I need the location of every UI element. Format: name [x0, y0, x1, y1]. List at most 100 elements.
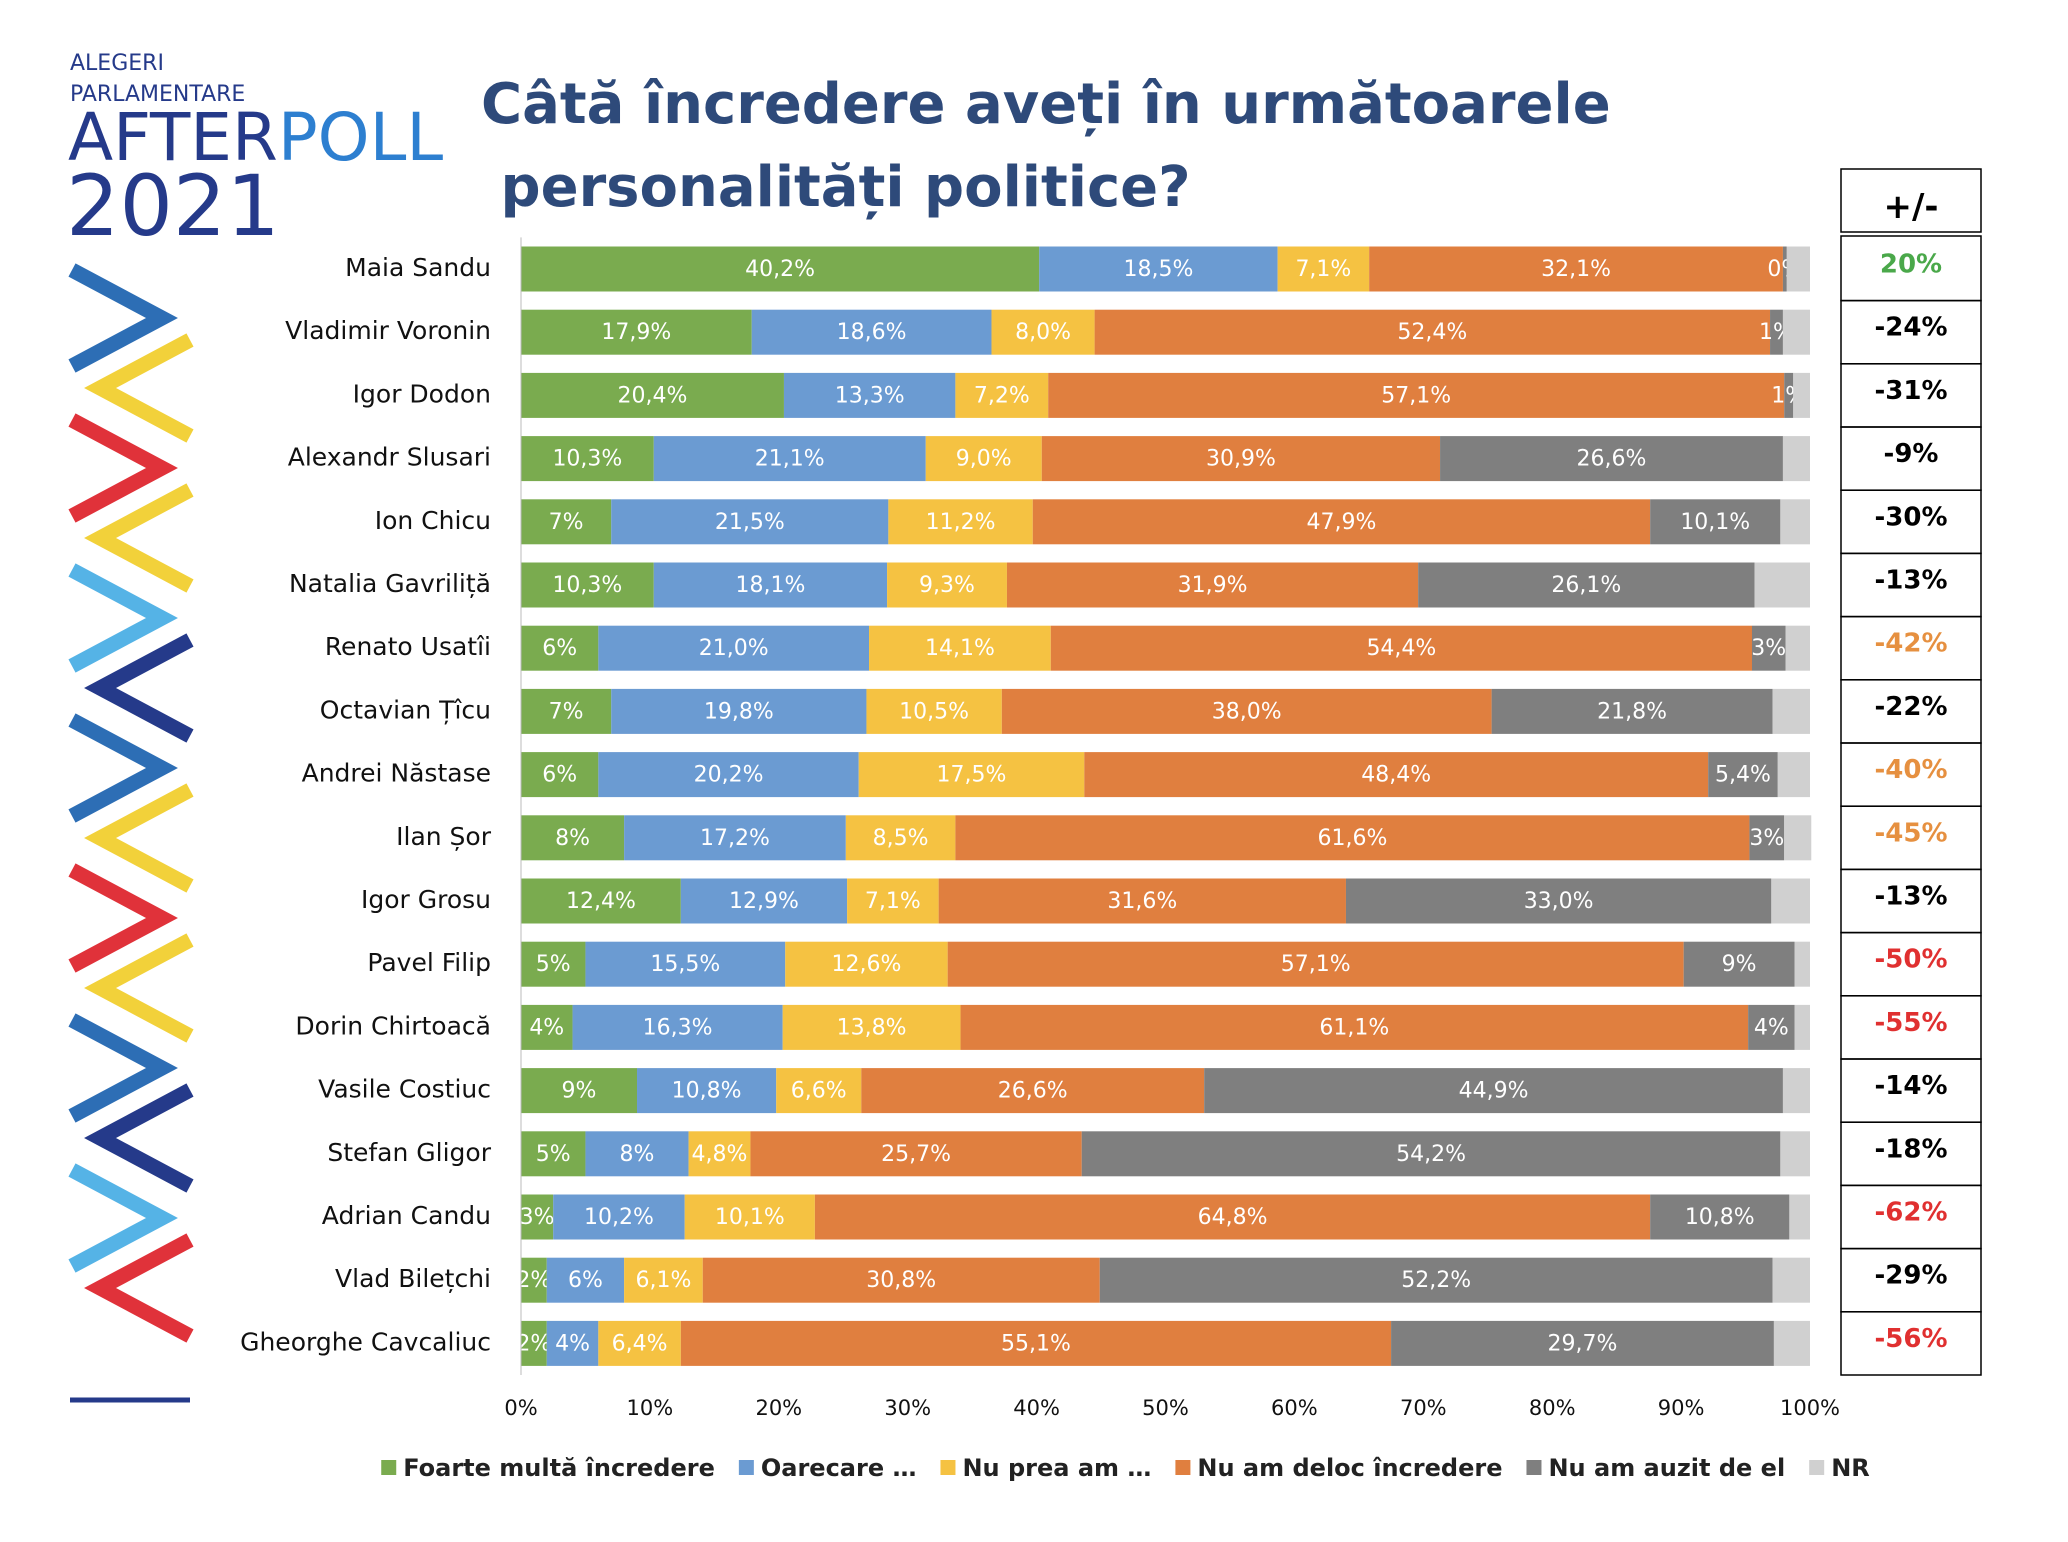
bar-segment [783, 372, 956, 418]
category-label: Vlad Bilețchi [335, 1264, 491, 1293]
value-label: 5% [536, 1142, 571, 1167]
net-value: -45% [1874, 818, 1947, 848]
bar-segment [521, 499, 612, 545]
chevron [84, 933, 194, 1043]
bar-segment [585, 941, 786, 987]
bar-segment [521, 562, 654, 608]
bar-segment [861, 1068, 1205, 1114]
bar-segment [1391, 1320, 1774, 1366]
category-label: Renato Usatîi [325, 632, 491, 661]
bar-segment [955, 815, 1750, 861]
x-tick-label: 10% [627, 1396, 674, 1420]
bar-segment [1754, 562, 1810, 608]
x-tick-label: 70% [1400, 1396, 1447, 1420]
value-label: 6,4% [612, 1331, 668, 1356]
net-value: 20% [1880, 250, 1942, 280]
chevron [84, 483, 194, 593]
value-label: 12,6% [832, 952, 902, 977]
value-label: 6% [542, 763, 577, 788]
bar-segment [680, 878, 848, 924]
legend-swatch [1809, 1460, 1825, 1475]
net-value: -31% [1874, 376, 1947, 406]
bar-segment [702, 1257, 1100, 1303]
category-label: Ilan Șor [396, 822, 492, 851]
bar-segment [546, 1257, 625, 1303]
chevron [84, 783, 194, 893]
bar-segment [521, 625, 599, 671]
chevron [68, 263, 178, 373]
category-label: Dorin Chirtoacă [295, 1011, 491, 1040]
logo-brand-after: AFTER [68, 99, 278, 176]
value-label: 61,6% [1317, 826, 1387, 851]
bar-segment [1770, 309, 1783, 355]
net-value: -13% [1874, 566, 1947, 596]
net-value: -55% [1874, 1008, 1947, 1038]
value-label: 10,2% [584, 1205, 654, 1230]
bar-segment [1708, 752, 1778, 798]
bar-segment [521, 1257, 547, 1303]
value-label: 54,4% [1366, 636, 1436, 661]
bar-segment [688, 1131, 751, 1177]
category-label: Igor Grosu [361, 885, 491, 914]
chevron [68, 1163, 178, 1273]
value-label: 3% [520, 1205, 555, 1230]
bar-segment [938, 878, 1346, 924]
value-label: 47,9% [1307, 510, 1377, 535]
net-value: -40% [1874, 755, 1947, 785]
chevron [84, 1083, 194, 1193]
value-label: 10,3% [552, 447, 622, 472]
logo-decoration [68, 263, 194, 1403]
value-label: 17,9% [601, 320, 671, 345]
bar-segment [847, 878, 939, 924]
category-label: Andrei Năstase [302, 759, 491, 788]
value-label: 6,1% [635, 1268, 691, 1293]
bar-segment [1001, 688, 1492, 734]
bar-segment [1794, 941, 1810, 987]
bar-segment [1006, 562, 1419, 608]
value-label: 4,8% [692, 1142, 748, 1167]
value-label: 17,5% [937, 763, 1007, 788]
value-label: 21,1% [755, 447, 825, 472]
value-label: 7,2% [974, 383, 1030, 408]
bar-segment [1786, 246, 1810, 292]
bar-segment [521, 1194, 554, 1240]
net-header: +/- [1883, 187, 1938, 227]
bar-segment [866, 688, 1002, 734]
bar-segment [1784, 372, 1794, 418]
bar-segment [750, 1131, 1082, 1177]
bar-segment [925, 436, 1042, 482]
net-value: -29% [1874, 1261, 1947, 1291]
value-label: 8,5% [873, 826, 929, 851]
value-label: 7% [549, 699, 584, 724]
bar-segment [1782, 1068, 1810, 1114]
value-label: 30,8% [866, 1268, 936, 1293]
bar-segment [785, 941, 948, 987]
value-label: 29,7% [1548, 1331, 1618, 1356]
bar-segment [680, 1320, 1392, 1366]
bar-segment [521, 309, 752, 355]
value-label: 21,8% [1597, 699, 1667, 724]
bar-segment [1751, 625, 1786, 671]
value-label: 16,3% [643, 1015, 713, 1040]
bar-segment [1491, 688, 1773, 734]
bar-segment [1782, 309, 1810, 355]
value-label: 57,1% [1381, 383, 1451, 408]
bar-segment [782, 1004, 961, 1050]
net-value: -24% [1874, 313, 1947, 343]
logo-year: 2021 [66, 157, 280, 255]
bar-segment [1782, 436, 1810, 482]
value-label: 64,8% [1198, 1205, 1268, 1230]
bar-segment [1081, 1131, 1781, 1177]
bar-segment [611, 688, 867, 734]
bar-segment [1772, 1257, 1810, 1303]
bar-segment [1784, 815, 1812, 861]
bar-segment [1050, 625, 1752, 671]
value-label: 31,9% [1178, 573, 1248, 598]
bar-segment [1772, 688, 1810, 734]
bar-segment [1039, 246, 1278, 292]
value-label: 6% [568, 1268, 603, 1293]
bar-segment [1277, 246, 1370, 292]
bar-segment [960, 1004, 1749, 1050]
bar-segment [611, 499, 889, 545]
value-label: 25,7% [881, 1142, 951, 1167]
